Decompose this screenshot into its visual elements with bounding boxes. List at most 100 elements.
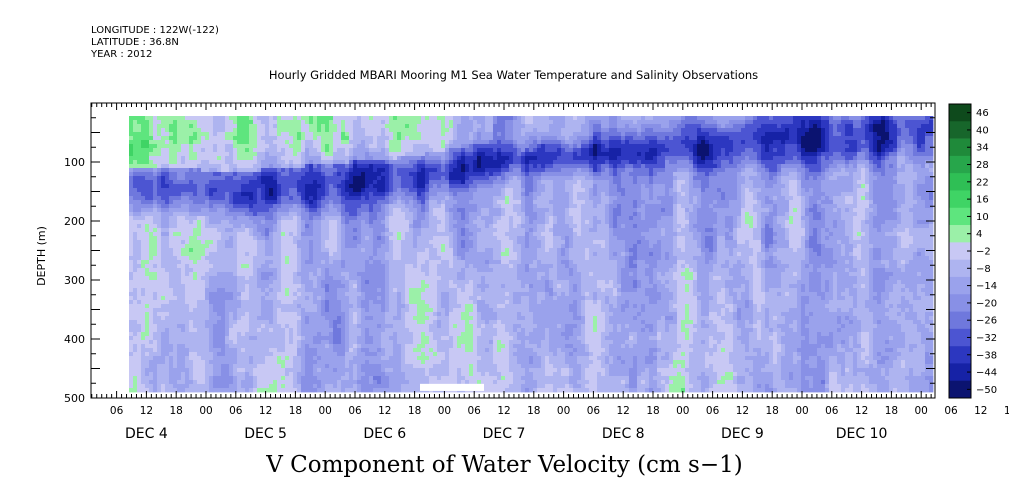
heatmap-cell — [369, 272, 374, 277]
heatmap-cell — [237, 196, 242, 201]
heatmap-cell — [205, 324, 210, 329]
heatmap-cell — [353, 188, 358, 193]
heatmap-cell — [201, 268, 206, 273]
heatmap-cell — [377, 364, 382, 369]
heatmap-cell — [281, 312, 286, 317]
heatmap-cell — [221, 208, 226, 213]
heatmap-cell — [317, 252, 322, 257]
heatmap-cell — [293, 288, 298, 293]
heatmap-cell — [313, 348, 318, 353]
heatmap-cell — [305, 304, 310, 309]
heatmap-cell — [169, 336, 174, 341]
heatmap-cell — [325, 200, 330, 205]
heatmap-cell — [277, 268, 282, 273]
heatmap-cell — [313, 328, 318, 333]
heatmap-cell — [341, 336, 346, 341]
heatmap-cell — [253, 296, 258, 301]
heatmap-cell — [265, 216, 270, 221]
heatmap-cell — [409, 188, 414, 193]
heatmap-cell — [261, 212, 266, 217]
heatmap-cell — [369, 160, 374, 165]
heatmap-cell — [253, 148, 258, 153]
heatmap-cell — [233, 244, 238, 249]
heatmap-cell — [413, 240, 418, 245]
heatmap-cell — [409, 368, 414, 373]
heatmap-cell — [397, 184, 402, 189]
heatmap-cell — [285, 140, 290, 145]
heatmap-cell — [409, 176, 414, 181]
heatmap-cell — [145, 200, 150, 205]
heatmap-cell — [349, 320, 354, 325]
heatmap-cell — [377, 200, 382, 205]
heatmap-cell — [189, 228, 194, 233]
heatmap-cell — [245, 140, 250, 145]
heatmap-cell — [373, 152, 378, 157]
heatmap-cell — [205, 184, 210, 189]
heatmap-cell — [385, 148, 390, 153]
heatmap-cell — [301, 292, 306, 297]
heatmap-cell — [385, 232, 390, 237]
heatmap-cell — [217, 164, 222, 169]
heatmap-cell — [269, 232, 274, 237]
heatmap-cell — [317, 220, 322, 225]
heatmap-cell — [401, 120, 406, 125]
heatmap-cell — [349, 340, 354, 345]
heatmap-cell — [269, 268, 274, 273]
heatmap-cell — [321, 240, 326, 245]
heatmap-cell — [237, 292, 242, 297]
heatmap-cell — [245, 172, 250, 177]
heatmap-cell — [405, 368, 410, 373]
heatmap-cell — [253, 228, 258, 233]
heatmap-cell — [205, 200, 210, 205]
heatmap-cell — [205, 300, 210, 305]
heatmap-cell — [141, 212, 146, 217]
heatmap-cell — [381, 300, 386, 305]
heatmap-cell — [137, 316, 142, 321]
heatmap-cell — [329, 212, 334, 217]
heatmap-cell — [361, 312, 366, 317]
heatmap-cell — [173, 164, 178, 169]
heatmap-cell — [133, 228, 138, 233]
heatmap-cell — [261, 372, 266, 377]
heatmap-cell — [149, 212, 154, 217]
heatmap-cell — [361, 348, 366, 353]
heatmap-cell — [381, 332, 386, 337]
heatmap-cell — [389, 200, 394, 205]
heatmap-cell — [237, 268, 242, 273]
heatmap-cell — [341, 156, 346, 161]
heatmap-cell — [185, 380, 190, 385]
heatmap-cell — [285, 212, 290, 217]
heatmap-cell — [373, 172, 378, 177]
heatmap-cell — [297, 364, 302, 369]
heatmap-cell — [385, 304, 390, 309]
heatmap-cell — [273, 176, 278, 181]
heatmap-cell — [285, 344, 290, 349]
heatmap-cell — [385, 136, 390, 141]
heatmap-cell — [165, 256, 170, 261]
heatmap-cell — [269, 288, 274, 293]
heatmap-cell — [273, 316, 278, 321]
heatmap-cell — [149, 272, 154, 277]
heatmap-cell — [197, 320, 202, 325]
heatmap-cell — [329, 280, 334, 285]
heatmap-cell — [245, 176, 250, 181]
heatmap-cell — [373, 284, 378, 289]
heatmap-cell — [373, 248, 378, 253]
heatmap-cell — [293, 324, 298, 329]
heatmap-cell — [145, 116, 150, 121]
heatmap-cell — [249, 160, 254, 165]
heatmap-cell — [281, 136, 286, 141]
heatmap-cell — [397, 344, 402, 349]
heatmap-cell — [229, 304, 234, 309]
heatmap-cell — [365, 204, 370, 209]
heatmap-cell — [373, 376, 378, 381]
heatmap-cell — [257, 140, 262, 145]
heatmap-cell — [329, 240, 334, 245]
heatmap-cell — [161, 188, 166, 193]
heatmap-cell — [241, 168, 246, 173]
heatmap-cell — [253, 152, 258, 157]
heatmap-cell — [289, 368, 294, 373]
heatmap-cell — [237, 164, 242, 169]
heatmap-cell — [157, 272, 162, 277]
heatmap-cell — [189, 312, 194, 317]
